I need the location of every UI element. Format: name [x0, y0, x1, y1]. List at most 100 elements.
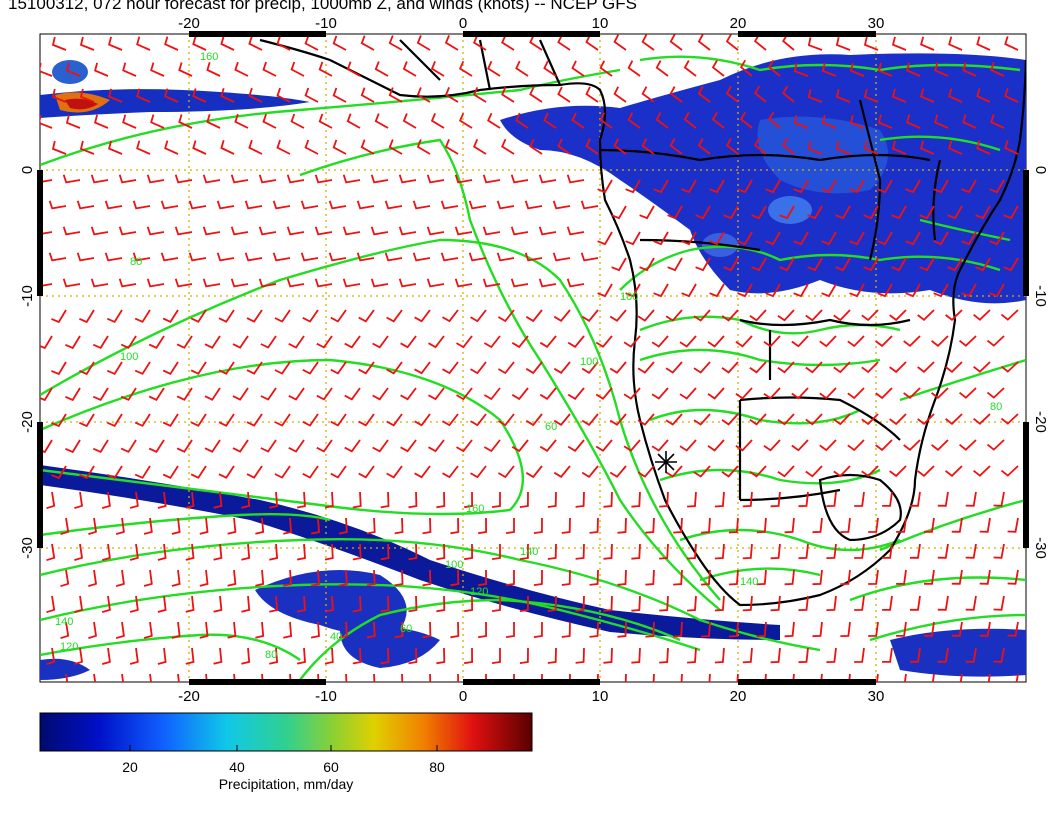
wind-barb [269, 543, 279, 561]
wind-barb [115, 621, 125, 639]
wind-barb [986, 387, 1005, 399]
wind-barb [324, 491, 334, 509]
wind-barb [366, 621, 376, 639]
wind-barb [302, 361, 319, 375]
wind-barb [380, 647, 390, 665]
wind-barb [868, 517, 879, 533]
wind-barb [905, 179, 921, 194]
wind-barb [511, 387, 529, 401]
wind-barb [414, 361, 431, 375]
wind-barb [826, 491, 837, 507]
contour-label: 60 [400, 623, 412, 635]
wind-barb [118, 278, 137, 288]
wind-barb [342, 226, 361, 236]
wind-barb [566, 278, 585, 288]
wind-barb [132, 252, 151, 262]
wind-barb [910, 491, 921, 507]
wind-barb [768, 111, 781, 129]
wind-barb [679, 439, 697, 452]
wind-barb [903, 673, 907, 682]
wind-barb [882, 647, 893, 663]
wind-barb [725, 34, 739, 51]
wind-barb [202, 174, 221, 184]
wind-barb [561, 517, 571, 534]
wind-barb [40, 387, 53, 402]
wind-barb [820, 673, 823, 682]
lat-label: -10 [1032, 285, 1049, 307]
wind-barb [910, 543, 921, 559]
wind-barb [782, 85, 795, 103]
wind-barb [48, 252, 67, 262]
wind-barb [697, 86, 711, 103]
wind-barb [993, 595, 1005, 611]
wind-barb [216, 252, 235, 262]
wind-barb [232, 387, 249, 401]
wind-barb [854, 595, 865, 611]
wind-barb [641, 138, 655, 155]
wind-barb [485, 673, 487, 682]
wind-barb [812, 517, 823, 534]
wind-barb [501, 138, 515, 155]
wind-barb [693, 361, 711, 374]
wind-barb [296, 595, 306, 613]
wind-barb [440, 252, 459, 262]
wind-barb [931, 387, 949, 399]
wind-barb [398, 278, 417, 288]
wind-barb [525, 309, 543, 323]
wind-barb [585, 34, 599, 51]
wind-barb [366, 569, 376, 587]
wind-barb [580, 252, 599, 262]
wind-barb [539, 335, 557, 348]
wind-barb [497, 309, 515, 323]
wind-barb [330, 413, 347, 427]
wind-barb [115, 569, 125, 587]
wind-barb [115, 517, 125, 535]
wind-barb [947, 257, 963, 272]
wind-barb [372, 439, 389, 453]
wind-barb [436, 595, 446, 613]
wind-barb [847, 335, 865, 348]
wind-barb [491, 648, 501, 664]
wind-barb [603, 543, 613, 560]
wind-barb [525, 465, 543, 479]
wind-barb [274, 361, 291, 375]
wind-barb [276, 87, 291, 103]
wind-barb [742, 491, 753, 508]
wind-barb [819, 335, 837, 348]
wind-barb [617, 517, 627, 534]
wind-barb [962, 62, 977, 77]
wind-barb [79, 413, 95, 428]
wind-barb [891, 205, 907, 220]
wind-barb [205, 673, 208, 682]
wind-barb [782, 137, 795, 155]
wind-barb [290, 61, 305, 77]
wind-barb [227, 621, 237, 639]
lat-labels-right: 0 -10 -20 -30 [1032, 166, 1049, 559]
wind-barb [230, 174, 249, 184]
wind-barb [1007, 517, 1019, 533]
wind-barb [683, 60, 697, 77]
wind-barb [374, 113, 389, 129]
contour-label: 160 [200, 51, 218, 63]
wind-barb [861, 361, 879, 374]
wind-barb [342, 278, 361, 288]
wind-barb [989, 231, 1005, 246]
wind-barb [792, 673, 795, 682]
wind-barb [444, 139, 459, 155]
wind-barb [553, 361, 571, 374]
lat-label: -20 [19, 411, 36, 433]
wind-barb [412, 252, 431, 262]
wind-barb [539, 387, 557, 400]
wind-barb [756, 621, 767, 638]
wind-barb [709, 179, 725, 194]
wind-barb [1003, 257, 1019, 272]
wind-barb [728, 569, 739, 586]
wind-barb [328, 252, 347, 262]
wind-barb [1007, 621, 1019, 637]
wind-barb [79, 361, 95, 376]
wind-barb [190, 361, 207, 375]
wind-barb [645, 517, 655, 534]
wind-barb [428, 335, 445, 349]
wind-barb [585, 138, 599, 155]
wind-barb [1000, 413, 1019, 425]
